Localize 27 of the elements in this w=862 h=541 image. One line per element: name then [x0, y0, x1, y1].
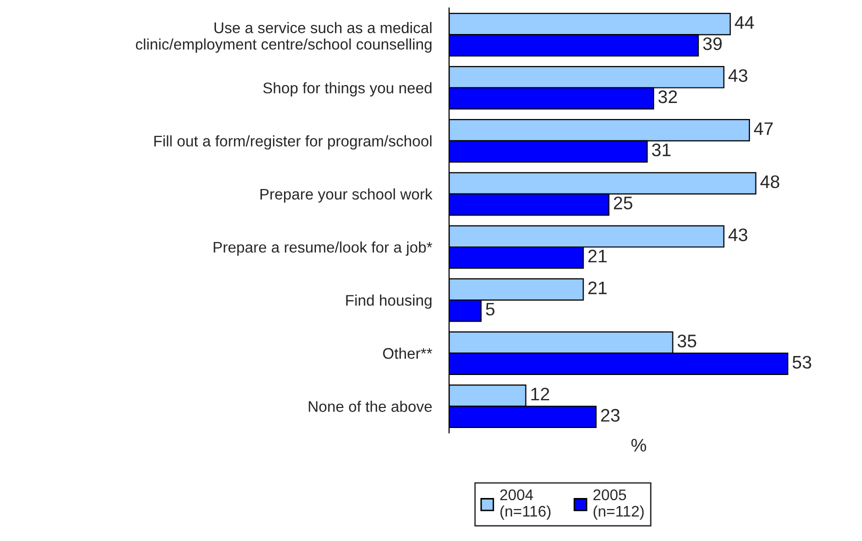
legend-label: 2004 (n=116) [500, 489, 550, 520]
data-label: 21 [588, 282, 607, 294]
x-axis-title: % [631, 438, 646, 452]
data-label: 21 [588, 250, 607, 262]
y-tick-label: Prepare a resume/look for a job* [214, 241, 432, 256]
data-label: 12 [531, 388, 550, 400]
data-label: 43 [728, 228, 748, 242]
data-label: 48 [760, 175, 780, 188]
data-label: 39 [703, 37, 722, 50]
data-label: 32 [658, 90, 677, 104]
data-label: 31 [652, 144, 671, 156]
y-tick-label: Find housing [346, 294, 432, 309]
data-label: 47 [754, 122, 773, 135]
data-label: 25 [614, 196, 632, 210]
data-label: 23 [601, 408, 620, 422]
y-tick-label: Prepare your school work [260, 188, 432, 203]
y-tick-label: None of the above [308, 400, 432, 412]
data-label: 53 [792, 356, 812, 369]
y-tick-label: Fill out a form/register for program/school [154, 135, 432, 150]
y-tick-label: Other** [383, 348, 432, 359]
legend-label: 2005 (n=112) [593, 489, 644, 520]
y-tick-label: Shop for things you need [263, 82, 432, 96]
data-label: 5 [486, 302, 494, 316]
data-label: 35 [678, 334, 696, 348]
data-label: 43 [728, 69, 748, 82]
data-label: 44 [734, 16, 754, 29]
y-tick-label: Use a service such as a medical clinic/employment centre/school counselling [136, 22, 432, 53]
